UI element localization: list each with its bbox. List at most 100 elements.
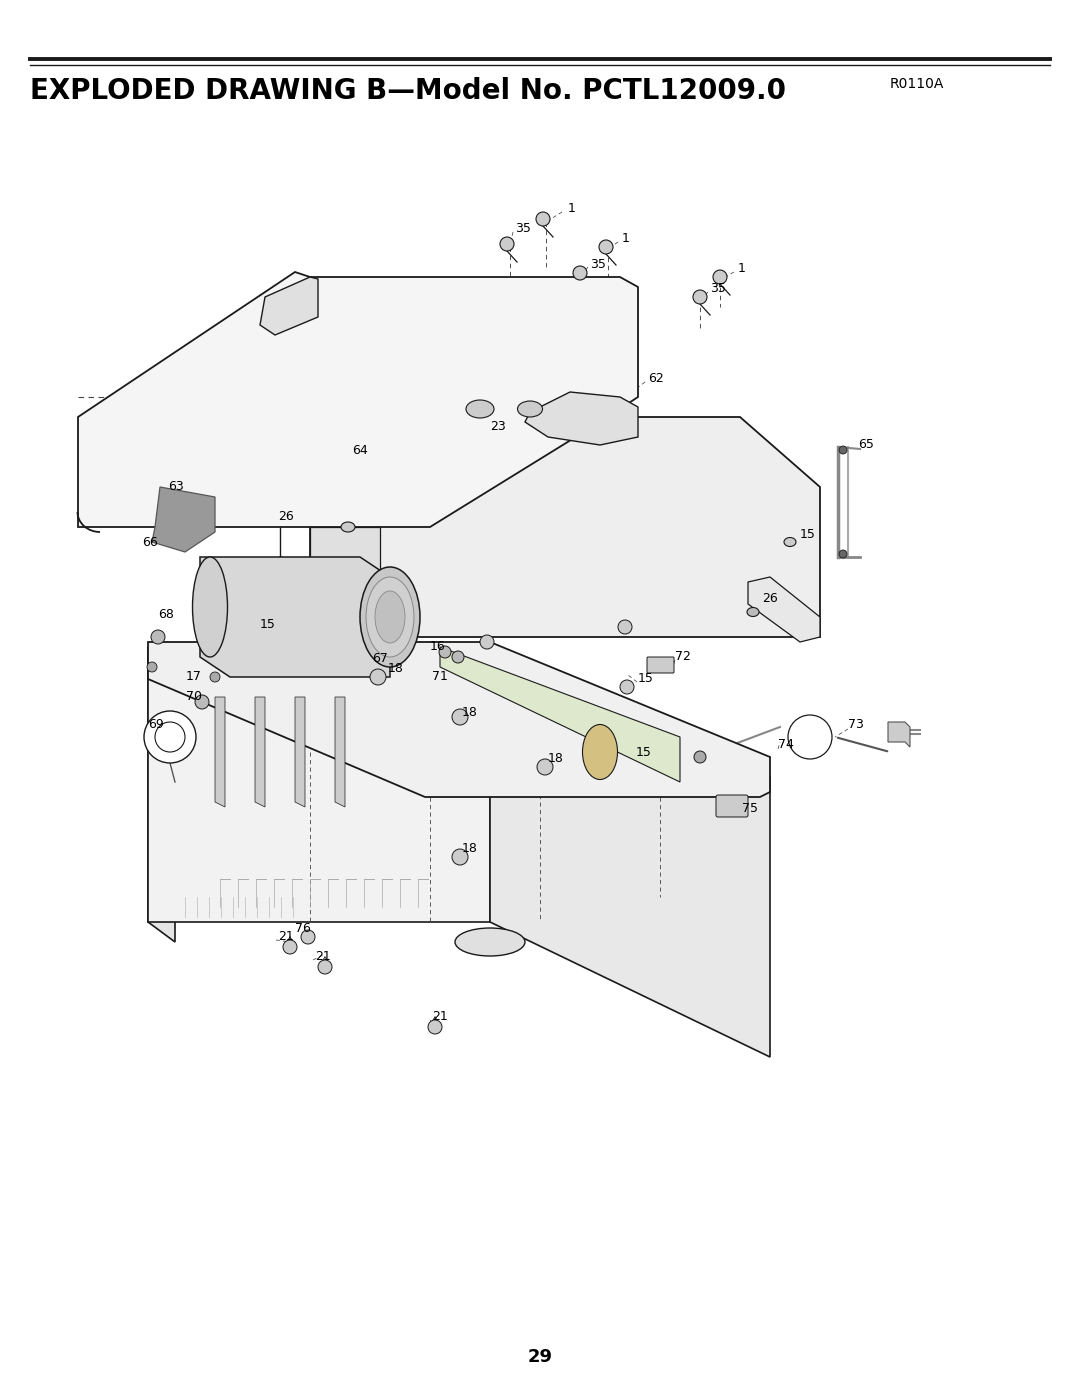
Polygon shape: [440, 647, 680, 782]
Polygon shape: [255, 697, 265, 807]
Text: 26: 26: [278, 510, 294, 524]
Text: 66: 66: [141, 535, 158, 549]
Text: 68: 68: [158, 609, 174, 622]
Circle shape: [156, 722, 185, 752]
Circle shape: [620, 680, 634, 694]
Text: 21: 21: [432, 1010, 448, 1024]
Circle shape: [283, 940, 297, 954]
Circle shape: [693, 291, 707, 305]
Text: 15: 15: [260, 617, 275, 630]
Circle shape: [453, 849, 468, 865]
Text: 17: 17: [186, 671, 202, 683]
Ellipse shape: [360, 567, 420, 666]
Circle shape: [573, 265, 588, 279]
Circle shape: [428, 1020, 442, 1034]
Circle shape: [713, 270, 727, 284]
Polygon shape: [260, 277, 318, 335]
Circle shape: [147, 662, 157, 672]
Text: 15: 15: [638, 672, 653, 686]
Circle shape: [318, 960, 332, 974]
Text: R0110A: R0110A: [890, 77, 944, 91]
Ellipse shape: [192, 557, 228, 657]
Ellipse shape: [582, 725, 618, 780]
Text: 1: 1: [568, 203, 576, 215]
Text: 1: 1: [622, 232, 630, 246]
Text: 23: 23: [490, 420, 505, 433]
Text: 21: 21: [278, 930, 294, 943]
Circle shape: [839, 550, 847, 557]
Ellipse shape: [620, 623, 630, 630]
Text: 75: 75: [742, 802, 758, 816]
Circle shape: [618, 620, 632, 634]
Polygon shape: [78, 272, 638, 527]
Text: EXPLODED DRAWING B—Model No. PCTL12009.0: EXPLODED DRAWING B—Model No. PCTL12009.0: [30, 77, 786, 105]
Polygon shape: [148, 647, 770, 777]
Polygon shape: [490, 647, 770, 1058]
Ellipse shape: [784, 538, 796, 546]
Polygon shape: [888, 722, 910, 747]
Circle shape: [453, 710, 468, 725]
Polygon shape: [148, 647, 490, 922]
Circle shape: [537, 759, 553, 775]
Polygon shape: [152, 488, 215, 552]
Circle shape: [453, 651, 464, 664]
Ellipse shape: [366, 577, 414, 657]
Circle shape: [480, 636, 494, 650]
Circle shape: [151, 630, 165, 644]
Polygon shape: [200, 557, 390, 678]
Text: 69: 69: [148, 718, 164, 732]
Circle shape: [839, 446, 847, 454]
Polygon shape: [148, 643, 770, 798]
Text: 65: 65: [858, 439, 874, 451]
Text: 72: 72: [675, 651, 691, 664]
Circle shape: [599, 240, 613, 254]
Polygon shape: [748, 577, 820, 643]
Text: 26: 26: [762, 592, 778, 605]
Text: 18: 18: [462, 705, 477, 718]
Circle shape: [694, 752, 706, 763]
Text: 73: 73: [848, 718, 864, 732]
Text: 16: 16: [430, 640, 446, 654]
Text: 35: 35: [590, 258, 606, 271]
Circle shape: [500, 237, 514, 251]
Circle shape: [536, 212, 550, 226]
Circle shape: [788, 715, 832, 759]
Text: 18: 18: [462, 842, 477, 855]
Text: 1: 1: [738, 263, 746, 275]
Circle shape: [301, 930, 315, 944]
Text: 70: 70: [186, 690, 202, 704]
Text: 76: 76: [295, 922, 311, 936]
Text: 15: 15: [800, 528, 815, 542]
Ellipse shape: [455, 928, 525, 956]
Text: 18: 18: [388, 662, 404, 676]
FancyBboxPatch shape: [647, 657, 674, 673]
Polygon shape: [335, 697, 345, 807]
Polygon shape: [215, 697, 225, 807]
Circle shape: [438, 645, 451, 658]
Ellipse shape: [465, 400, 494, 418]
Ellipse shape: [375, 591, 405, 643]
Circle shape: [195, 694, 210, 710]
Text: 35: 35: [515, 222, 531, 236]
Polygon shape: [295, 697, 305, 807]
FancyBboxPatch shape: [716, 795, 748, 817]
Text: 64: 64: [352, 444, 368, 457]
Polygon shape: [310, 527, 380, 577]
Text: 67: 67: [372, 652, 388, 665]
Text: 35: 35: [710, 282, 726, 296]
Text: 63: 63: [168, 481, 184, 493]
Ellipse shape: [747, 608, 759, 616]
Text: 62: 62: [648, 373, 664, 386]
Text: 15: 15: [636, 746, 652, 759]
Text: 21: 21: [315, 950, 330, 964]
Circle shape: [144, 711, 195, 763]
Polygon shape: [525, 393, 638, 446]
Text: 71: 71: [432, 671, 448, 683]
Polygon shape: [148, 647, 175, 942]
Circle shape: [370, 669, 386, 685]
Ellipse shape: [341, 522, 355, 532]
Polygon shape: [310, 416, 820, 637]
Text: 74: 74: [778, 739, 794, 752]
Text: 29: 29: [527, 1348, 553, 1366]
Circle shape: [210, 672, 220, 682]
